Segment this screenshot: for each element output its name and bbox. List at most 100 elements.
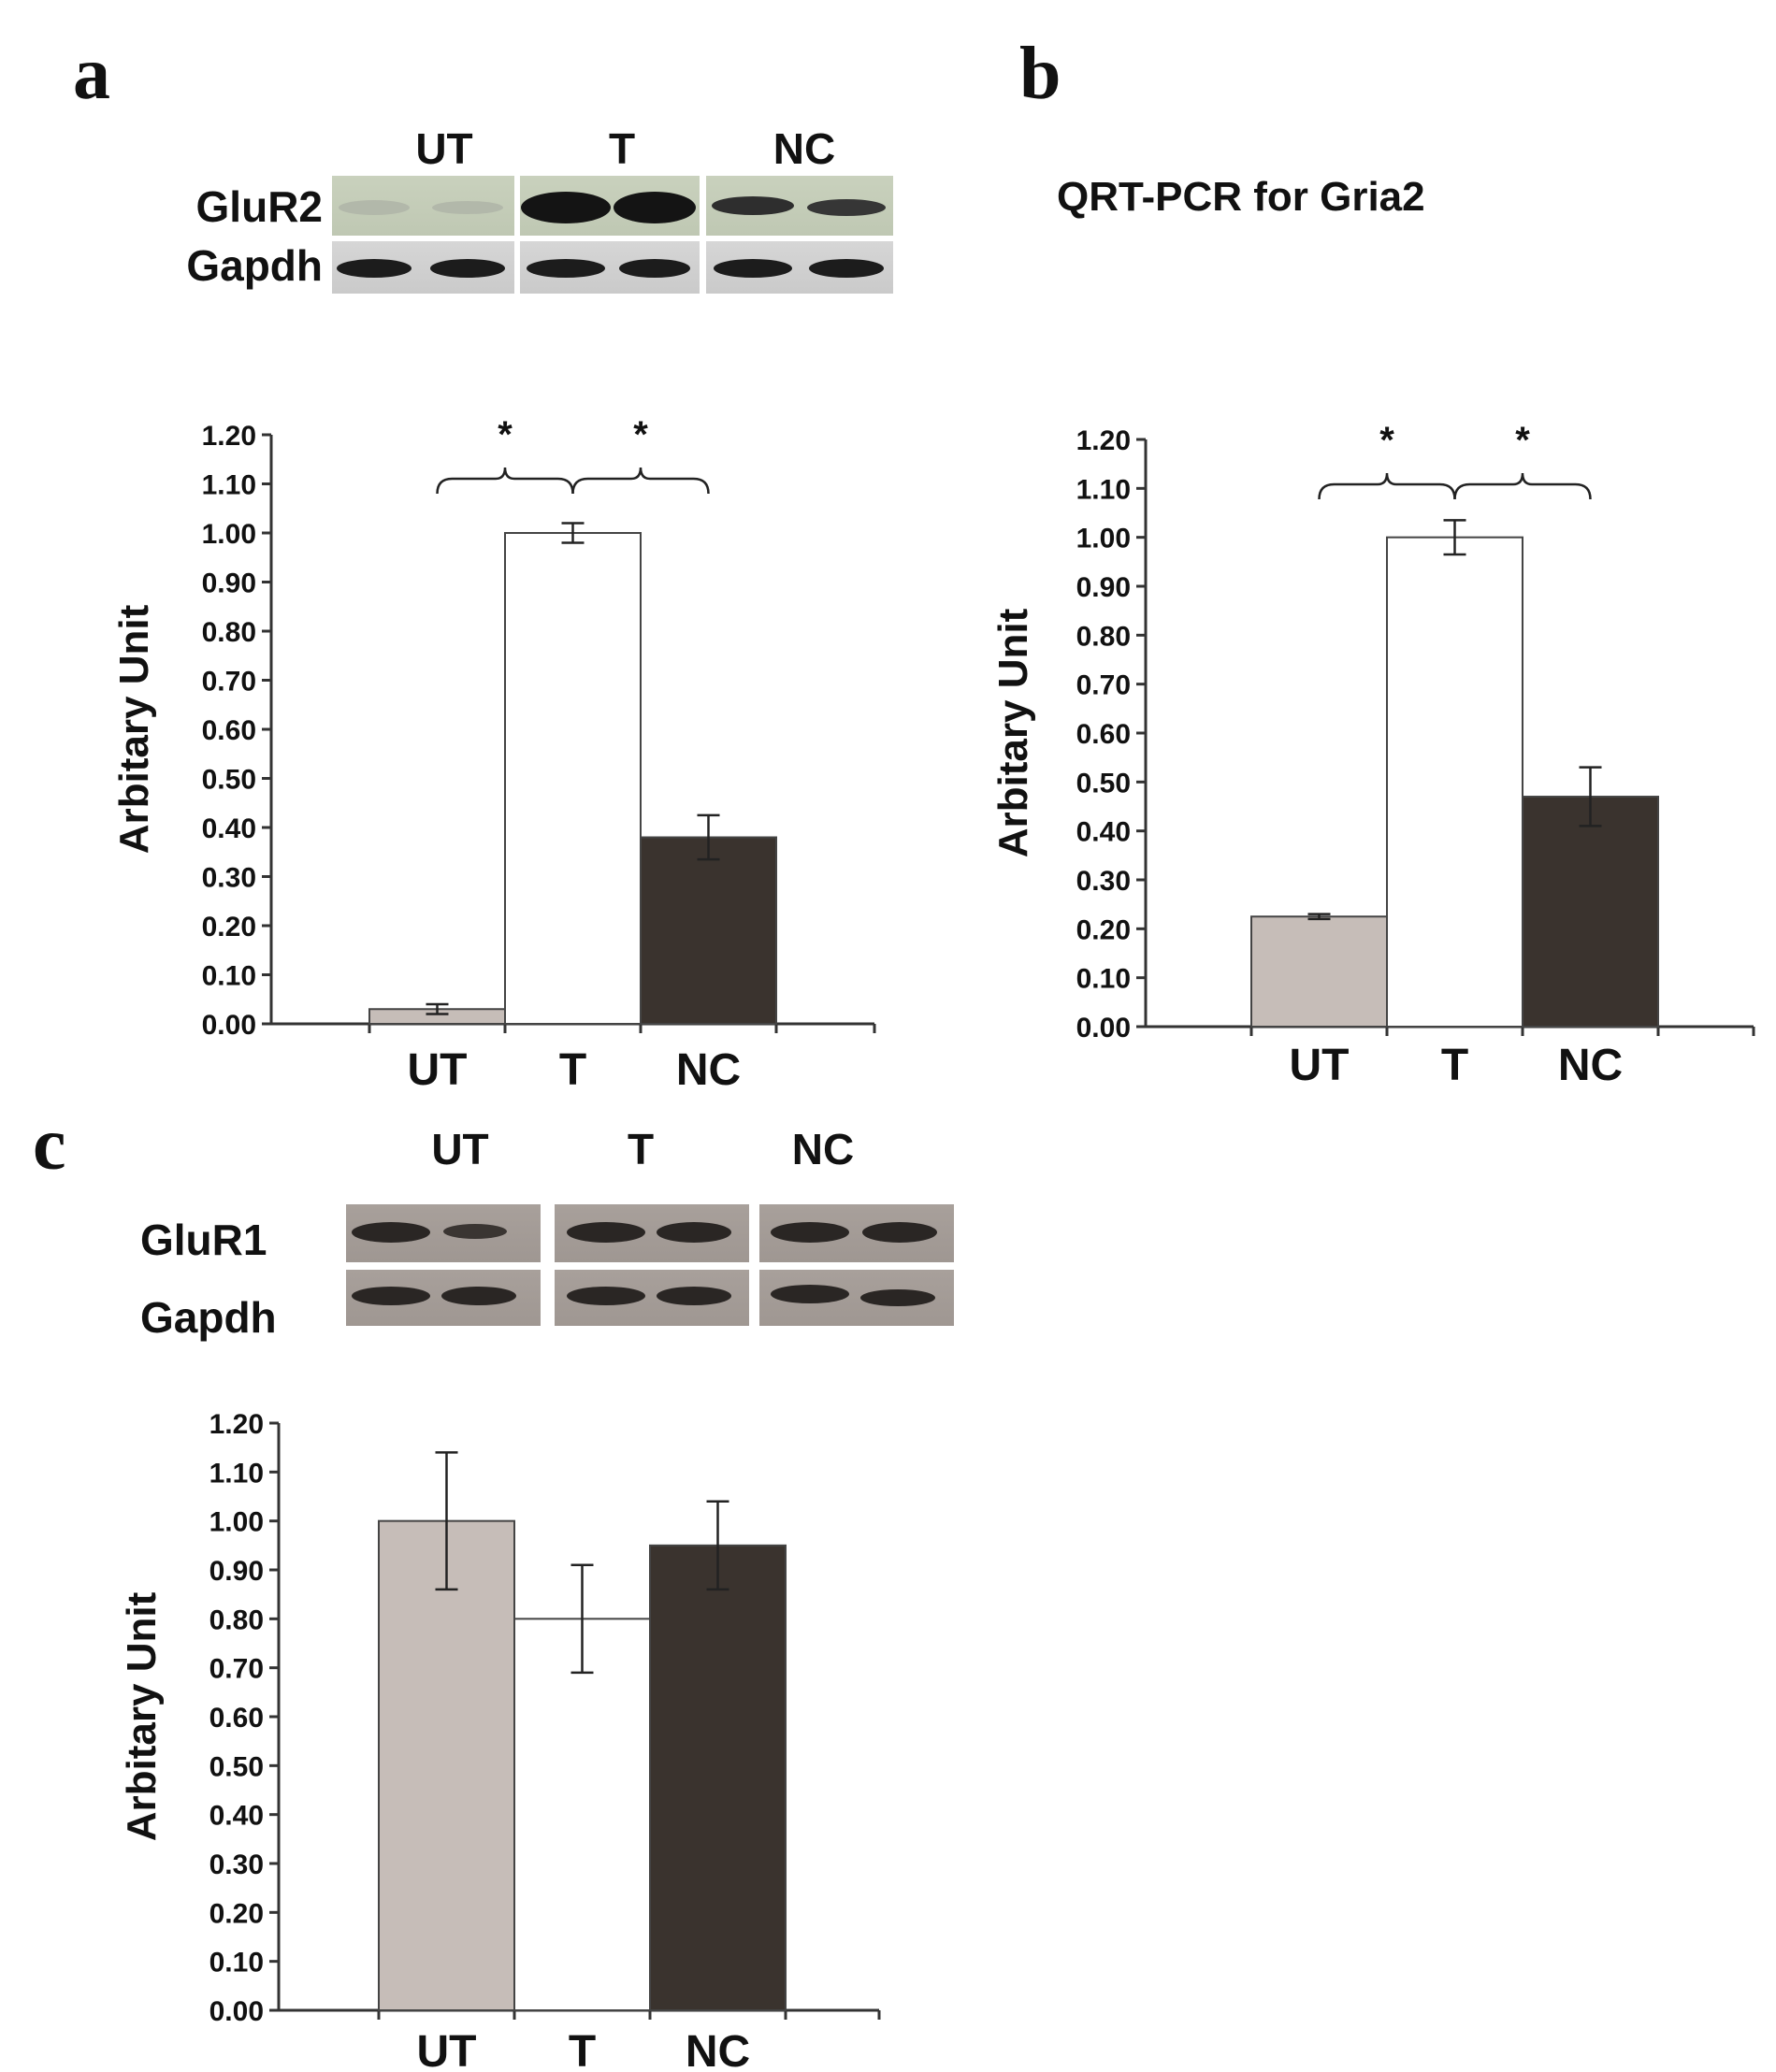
- y-tick-label: 0.00: [1076, 1013, 1131, 1043]
- significance-star: *: [633, 414, 648, 455]
- blot-band: [619, 259, 690, 278]
- y-axis-label: Arbitary Unit: [119, 1591, 165, 1841]
- panel-letter-b: b: [1019, 33, 1061, 115]
- western-blot-c: UT T NC GluR1 Gapdh: [140, 1125, 954, 1342]
- category-label-t: T: [559, 1045, 586, 1095]
- y-tick-label: 0.40: [202, 813, 256, 844]
- bar-nc: [1522, 796, 1659, 1028]
- blot-band: [771, 1222, 849, 1243]
- y-tick-label: 0.00: [209, 1996, 264, 2027]
- bar-t: [504, 532, 642, 1025]
- category-label-nc: NC: [676, 1045, 741, 1095]
- bar-chart-b: 0.00 0.10 0.20 0.30 0.40 0.50 0.60 0.70 0.80 0.90…: [990, 420, 1755, 1090]
- blot-band: [567, 1287, 645, 1305]
- y-tick-label: 0.70: [209, 1654, 264, 1685]
- y-tick-label: 0.10: [202, 961, 256, 992]
- y-tick-label: 0.30: [1076, 866, 1131, 897]
- bar-t: [513, 1618, 651, 2012]
- y-tick-label: 0.90: [202, 568, 256, 599]
- blot-band: [807, 199, 886, 216]
- category-label-ut: UT: [408, 1045, 468, 1095]
- y-tick-label: 0.10: [1076, 964, 1131, 995]
- blot-c-row-gapdh: Gapdh: [140, 1293, 277, 1342]
- bar-nc: [649, 1544, 787, 2012]
- y-tick-label: 1.10: [202, 470, 256, 501]
- y-tick-label: 0.30: [209, 1849, 264, 1880]
- blot-a-lane-t: T: [609, 124, 635, 173]
- blot-band: [441, 1287, 516, 1305]
- blot-band: [657, 1287, 731, 1305]
- blot-band: [657, 1222, 731, 1243]
- blot-band: [712, 196, 794, 215]
- blot-band: [527, 259, 605, 278]
- y-tick-label: 0.20: [202, 912, 256, 942]
- y-tick-label: 0.50: [202, 765, 256, 796]
- category-label-nc: NC: [1558, 1041, 1623, 1090]
- y-tick-label: 1.00: [209, 1507, 264, 1538]
- blot-band: [714, 259, 792, 278]
- blot-band: [352, 1287, 430, 1305]
- bar-chart-a: 0.00 0.10 0.20 0.30 0.40 0.50 0.60 0.70 0.80 0.90…: [111, 414, 876, 1095]
- y-tick-label: 0.50: [1076, 768, 1131, 799]
- significance-brace: [436, 467, 574, 495]
- y-tick-label: 0.80: [209, 1604, 264, 1635]
- blot-band: [771, 1285, 849, 1303]
- significance-brace: [1453, 472, 1592, 500]
- blot-c-lane-t: T: [628, 1125, 654, 1173]
- blot-band: [614, 192, 696, 223]
- bar-nc: [640, 836, 777, 1025]
- y-tick-label: 0.60: [202, 715, 256, 746]
- blot-a-lane-nc: NC: [773, 124, 835, 173]
- blot-c-row-glur1: GluR1: [140, 1216, 267, 1264]
- y-tick-label: 0.10: [209, 1948, 264, 1978]
- blot-band: [430, 259, 505, 278]
- significance-star: *: [498, 414, 513, 455]
- blot-band: [339, 200, 410, 215]
- y-tick-label: 0.70: [202, 667, 256, 698]
- panel-letter-c: c: [33, 1103, 66, 1186]
- bar-ut: [378, 1519, 515, 2011]
- category-label-nc: NC: [686, 2027, 750, 2072]
- blot-band: [860, 1289, 935, 1306]
- blot-band: [567, 1222, 645, 1243]
- y-tick-label: 0.50: [209, 1751, 264, 1782]
- y-tick-label: 0.40: [1076, 817, 1131, 848]
- blot-c-lane-nc: NC: [792, 1125, 854, 1173]
- y-axis-label: Arbitary Unit: [990, 608, 1036, 857]
- y-tick-label: 1.00: [1076, 524, 1131, 554]
- significance-star: *: [1515, 420, 1530, 461]
- y-tick-label: 0.80: [202, 617, 256, 648]
- blot-band: [352, 1222, 430, 1243]
- panel-b-title: QRT-PCR for Gria2: [1057, 174, 1425, 220]
- bar-t: [1386, 536, 1523, 1028]
- blot-a-lane-ut: UT: [415, 124, 472, 173]
- y-tick-label: 1.20: [202, 421, 256, 452]
- y-tick-label: 0.40: [209, 1801, 264, 1832]
- category-label-ut: UT: [417, 2027, 477, 2072]
- y-tick-label: 0.00: [202, 1010, 256, 1041]
- y-tick-label: 0.80: [1076, 621, 1131, 652]
- y-tick-label: 0.60: [209, 1703, 264, 1734]
- y-axis-label: Arbitary Unit: [111, 604, 157, 854]
- blot-c-lane-ut: UT: [431, 1125, 488, 1173]
- category-label-ut: UT: [1290, 1041, 1350, 1090]
- significance-brace: [571, 467, 710, 495]
- y-tick-label: 1.20: [209, 1409, 264, 1440]
- significance-brace: [1318, 472, 1456, 500]
- blot-band: [443, 1224, 507, 1239]
- y-tick-label: 0.60: [1076, 719, 1131, 750]
- western-blot-a: UT T NC GluR2 Gapdh: [186, 124, 893, 294]
- blot-band: [432, 201, 503, 214]
- bar-chart-c: 0.00 0.10 0.20 0.30 0.40 0.50 0.60 0.70 0.80 0.90…: [119, 1409, 881, 2072]
- blot-band: [809, 259, 884, 278]
- y-tick-label: 1.10: [1076, 474, 1131, 505]
- blot-a-row-gapdh: Gapdh: [186, 241, 323, 290]
- significance-star: *: [1379, 420, 1394, 461]
- category-label-t: T: [569, 2027, 596, 2072]
- category-label-t: T: [1441, 1041, 1468, 1090]
- y-tick-label: 1.10: [209, 1458, 264, 1489]
- y-tick-label: 1.20: [1076, 425, 1131, 456]
- y-tick-label: 0.90: [1076, 572, 1131, 603]
- blot-a-row-glur2: GluR2: [196, 182, 323, 231]
